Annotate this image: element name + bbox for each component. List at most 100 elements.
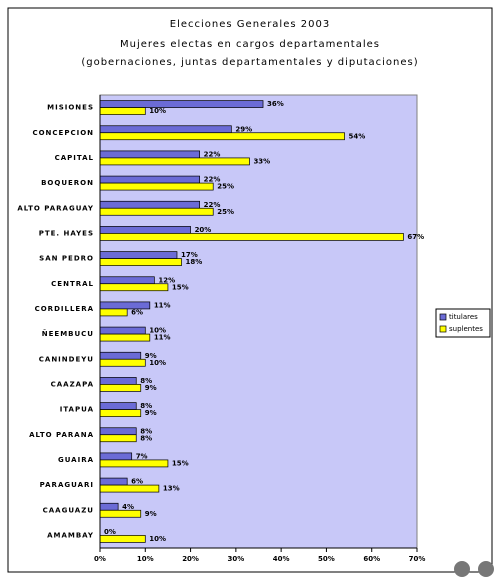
bar [99, 182, 214, 191]
bar [99, 100, 264, 108]
value-label: 9% [145, 409, 157, 417]
value-label: 0% [104, 528, 116, 536]
y-tick-label: AMAMBAY [47, 531, 94, 539]
bar [99, 107, 146, 115]
value-label: 6% [131, 308, 143, 316]
value-label: 10% [149, 535, 166, 543]
bar [99, 509, 142, 518]
x-tick-label: 10% [137, 555, 154, 563]
chart-title: Elecciones Generales 2003 [170, 19, 330, 30]
y-tick-label: CONCEPCION [32, 129, 94, 137]
bar [99, 283, 169, 292]
bar [99, 459, 169, 468]
value-label: 54% [349, 132, 366, 140]
nav-icon[interactable] [454, 561, 470, 577]
y-tick-label: CAAZAPA [51, 380, 94, 388]
y-tick-label: ALTO PARANA [29, 431, 94, 439]
value-label: 22% [204, 176, 221, 184]
bar [99, 384, 142, 392]
x-tick-label: 50% [318, 555, 335, 563]
value-label: 33% [253, 157, 270, 165]
value-label: 25% [217, 183, 234, 191]
value-label: 29% [235, 125, 252, 133]
value-label: 8% [140, 427, 152, 435]
bar [99, 125, 232, 134]
bar [99, 207, 214, 216]
value-label: 8% [140, 434, 152, 442]
value-label: 18% [186, 258, 203, 266]
value-label: 36% [267, 100, 284, 108]
value-label: 10% [149, 327, 166, 335]
legend-label: titulares [449, 313, 478, 321]
value-label: 20% [195, 226, 212, 234]
y-tick-label: CANINDEYU [39, 355, 94, 363]
bar [99, 276, 155, 285]
value-label: 11% [154, 334, 171, 342]
bar [99, 477, 128, 486]
y-tick-label: PARAGUARI [40, 481, 94, 489]
chart-subtitle: Mujeres electas en cargos departamentale… [120, 39, 380, 50]
x-tick-label: 40% [273, 555, 290, 563]
value-label: 10% [149, 107, 166, 115]
legend-label: suplentes [449, 325, 483, 333]
value-label: 9% [145, 510, 157, 518]
value-label: 8% [140, 402, 152, 410]
value-label: 12% [158, 276, 175, 284]
bar [99, 502, 119, 511]
nav-icon[interactable] [478, 561, 494, 577]
value-label: 6% [131, 478, 143, 486]
y-tick-label: ALTO PARAGUAY [17, 204, 94, 212]
x-tick-label: 0% [94, 555, 106, 563]
y-tick-label: SAN PEDRO [39, 255, 94, 263]
bar [99, 326, 146, 335]
bar [99, 226, 191, 234]
bar [99, 535, 146, 543]
value-label: 8% [140, 377, 152, 385]
value-label: 67% [407, 233, 424, 241]
y-tick-label: MISIONES [47, 104, 94, 112]
bar [99, 427, 137, 436]
value-label: 10% [149, 359, 166, 367]
value-label: 13% [163, 485, 180, 493]
value-label: 22% [204, 150, 221, 158]
bar [99, 377, 137, 385]
bar [99, 150, 200, 159]
y-tick-label: CAPITAL [55, 154, 94, 162]
bar [99, 258, 182, 266]
x-tick-label: 20% [182, 555, 199, 563]
y-tick-label: CORDILLERA [35, 305, 94, 313]
bar [99, 333, 151, 342]
y-tick-label: CENTRAL [51, 280, 94, 288]
x-tick-label: 60% [363, 555, 380, 563]
y-tick-label: GUAIRA [58, 456, 94, 464]
bar [99, 484, 160, 493]
y-tick-label: BOQUERON [41, 179, 94, 187]
value-label: 25% [217, 208, 234, 216]
x-tick-label: 70% [409, 555, 426, 563]
value-label: 15% [172, 459, 189, 467]
bar [99, 409, 142, 417]
y-tick-label: ÑEEMBUCU [42, 329, 94, 338]
bar [99, 200, 200, 209]
value-label: 17% [181, 251, 198, 259]
plot-area [99, 94, 418, 549]
legend-swatch [439, 313, 447, 321]
value-label: 11% [154, 301, 171, 309]
bar [99, 132, 345, 141]
value-label: 22% [204, 201, 221, 209]
bar [99, 452, 133, 461]
value-label: 9% [145, 352, 157, 360]
value-label: 9% [145, 384, 157, 392]
bar [99, 402, 137, 410]
value-label: 4% [122, 503, 134, 511]
bar [99, 157, 250, 166]
x-tick-label: 30% [227, 555, 244, 563]
bar [99, 358, 146, 367]
bar [99, 351, 142, 360]
bar [99, 308, 128, 317]
value-label: 7% [136, 452, 148, 460]
bar [99, 233, 404, 241]
y-tick-label: PTE. HAYES [39, 229, 94, 237]
